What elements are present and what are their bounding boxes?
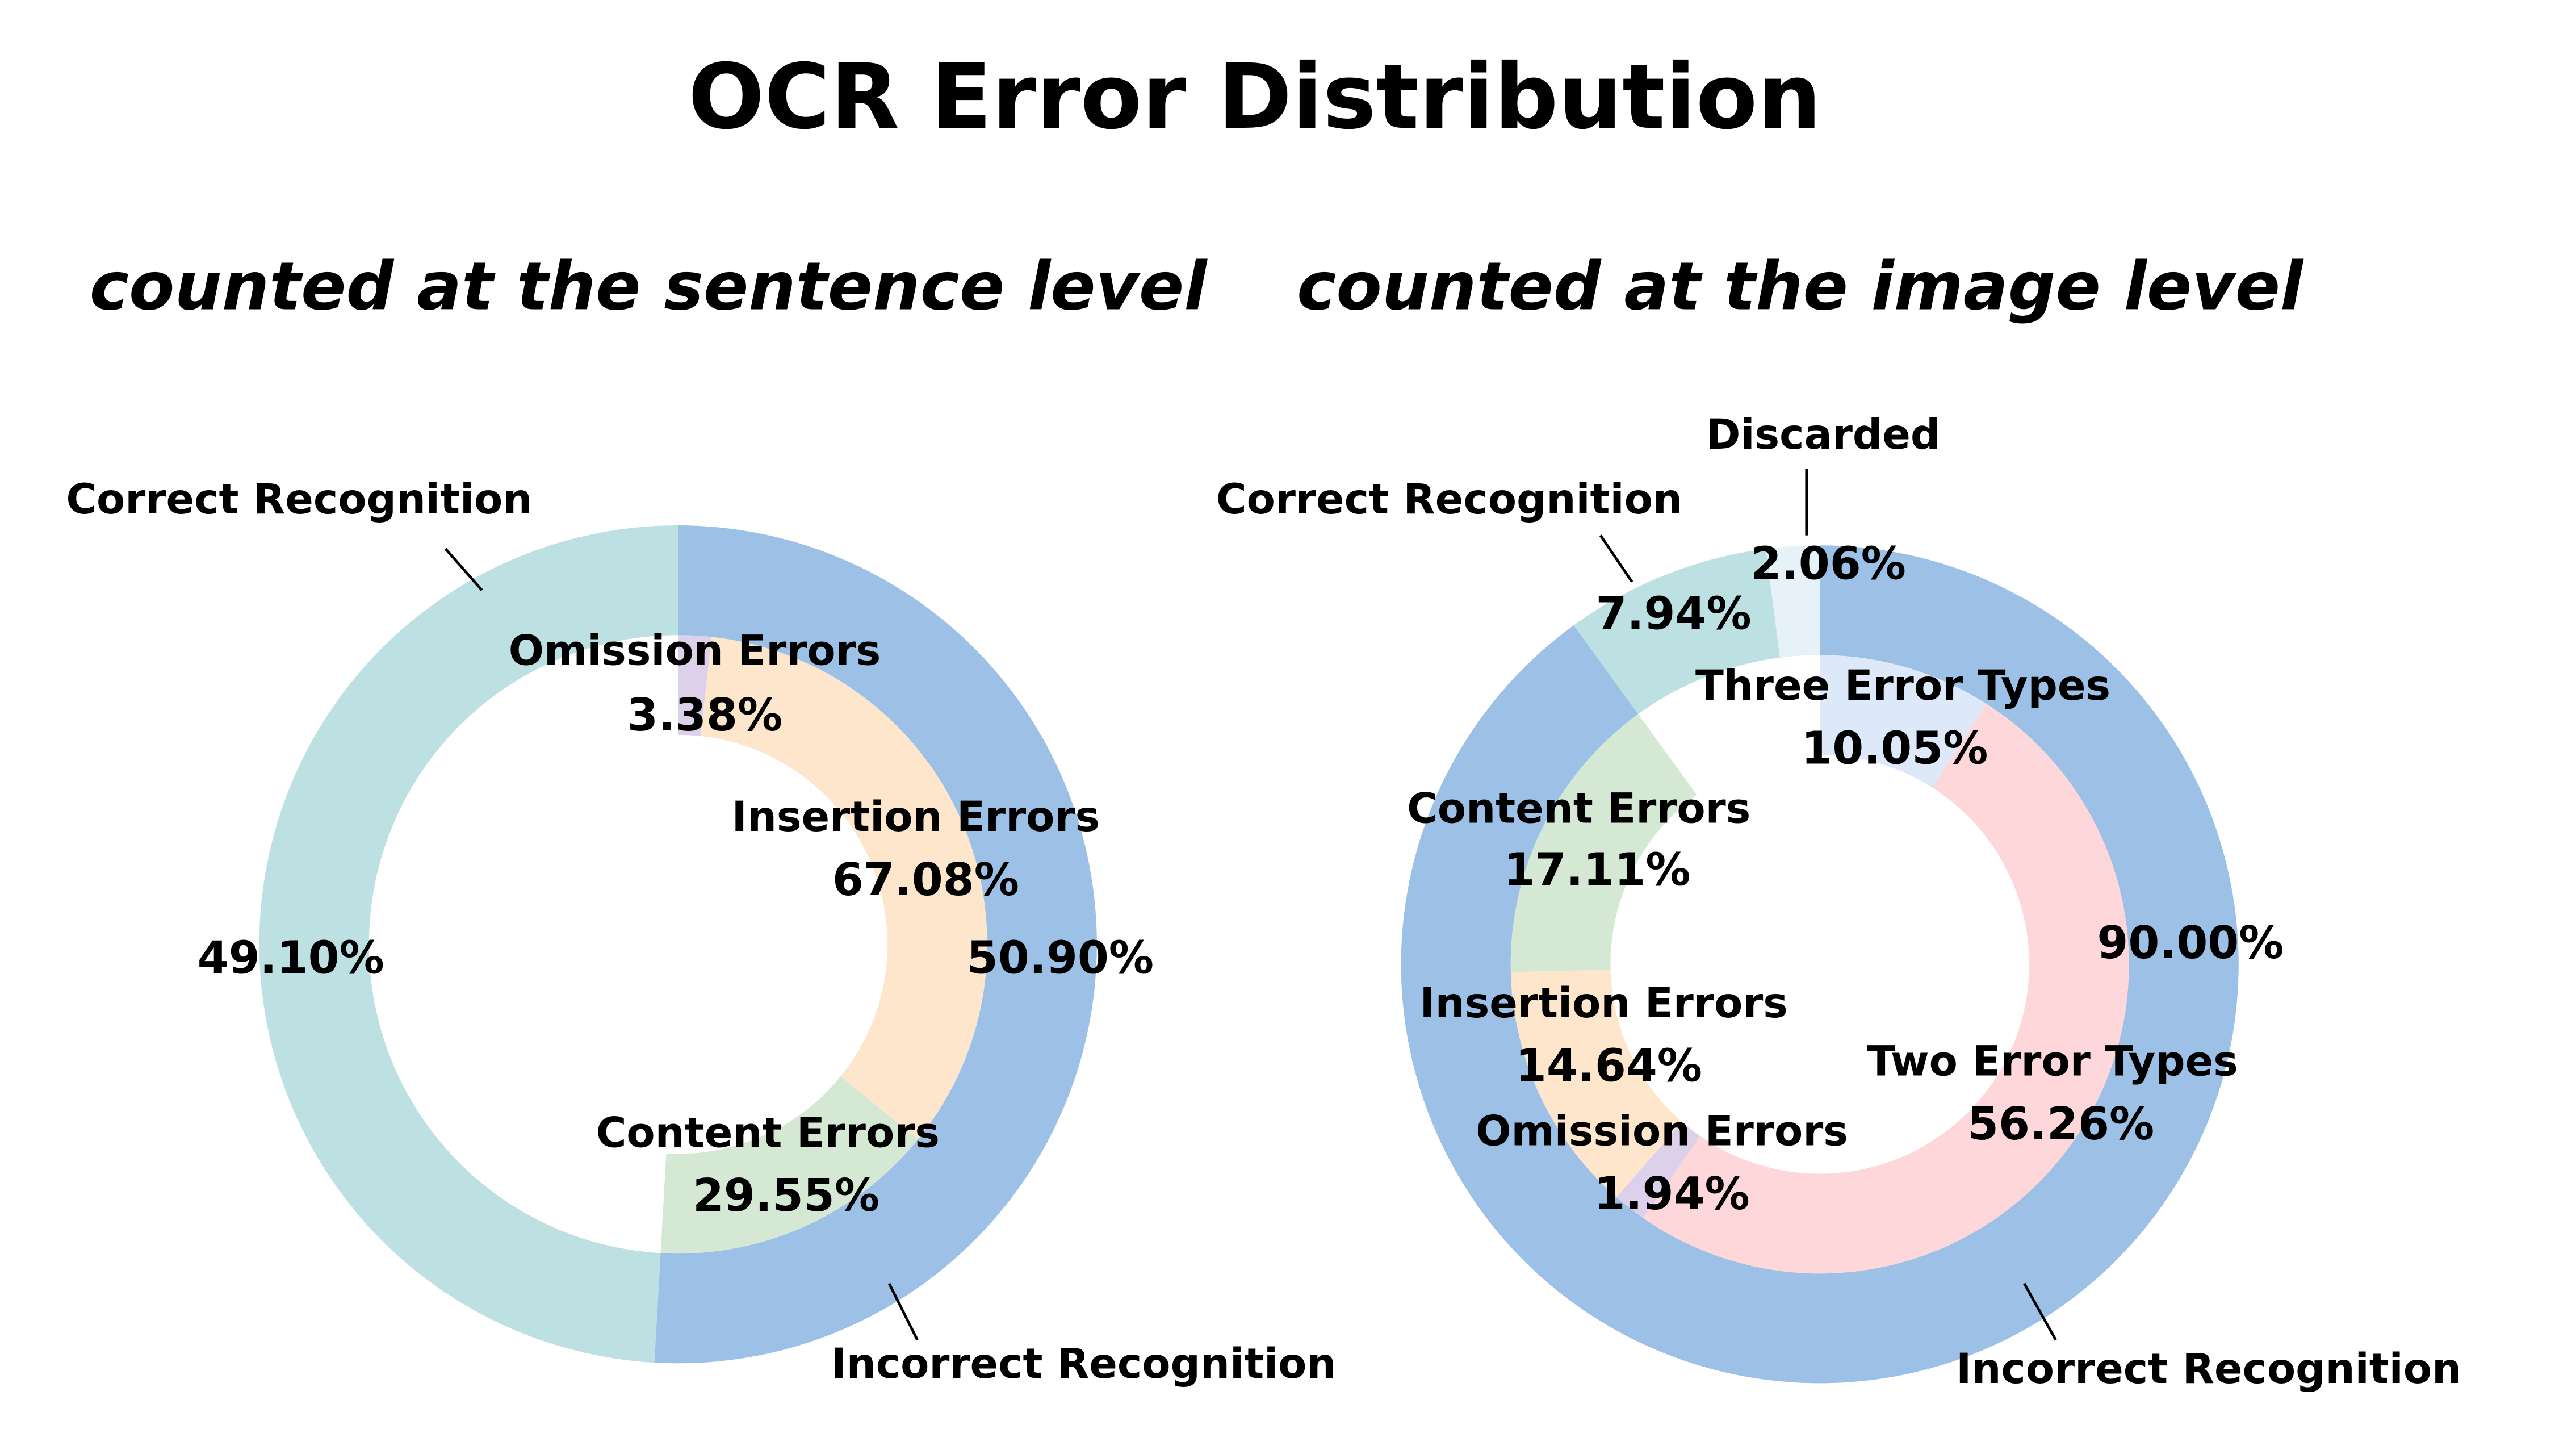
chart-subtitle: counted at the sentence level	[90, 248, 1208, 325]
value-label: 1.94%	[1594, 1168, 1750, 1220]
leader-line	[887, 1282, 919, 1341]
value-label: 49.10%	[198, 931, 384, 984]
value-label: 67.08%	[832, 854, 1019, 906]
segment-label: Content Errors	[1407, 785, 1750, 833]
leader-line	[444, 548, 483, 591]
segment-label: Two Error Types	[1867, 1037, 2238, 1085]
value-label: 50.90%	[967, 931, 1154, 984]
donut-segment	[1643, 703, 2129, 1274]
value-label: 14.64%	[1515, 1040, 1702, 1092]
donut-segment	[654, 525, 1097, 1364]
segment-label: Discarded	[1706, 411, 1941, 459]
donut-segment	[1573, 549, 1780, 714]
leader-line	[2023, 1282, 2057, 1341]
value-label: 56.26%	[1967, 1098, 2154, 1150]
donut-segment	[701, 637, 987, 1140]
donut-segment	[660, 1076, 918, 1254]
value-label: 2.06%	[1750, 538, 1906, 590]
donut-segment	[1510, 970, 1682, 1197]
segment-label: Correct Recognition	[1216, 475, 1682, 524]
value-label: 90.00%	[2097, 917, 2284, 969]
value-label: 7.94%	[1596, 588, 1752, 640]
segment-label: Incorrect Recognition	[831, 1340, 1336, 1388]
chart-title: OCR Error Distribution	[688, 45, 1821, 149]
value-label: 17.11%	[1503, 843, 1690, 896]
value-label: 29.55%	[693, 1169, 879, 1222]
donut-segment	[1765, 545, 1820, 658]
chart-subtitle: counted at the image level	[1297, 248, 2304, 325]
value-label: 10.05%	[1801, 722, 1988, 775]
segment-label: Insertion Errors	[1419, 979, 1787, 1027]
donut-segment	[1820, 655, 1987, 788]
leader-line	[1599, 534, 1633, 583]
segment-label: Omission Errors	[1476, 1107, 1848, 1155]
segment-label: Omission Errors	[509, 626, 881, 675]
donut-segment	[1510, 714, 1697, 972]
value-label: 3.38%	[627, 689, 782, 741]
donut-segment	[1616, 1122, 1700, 1218]
donut-segment	[678, 635, 711, 737]
segment-label: Insertion Errors	[732, 793, 1100, 841]
segment-label: Incorrect Recognition	[1956, 1345, 2461, 1393]
segment-label: Content Errors	[596, 1109, 940, 1157]
donut-segment	[259, 525, 678, 1363]
segment-label: Correct Recognition	[66, 475, 532, 524]
segment-label: Three Error Types	[1695, 662, 2110, 710]
